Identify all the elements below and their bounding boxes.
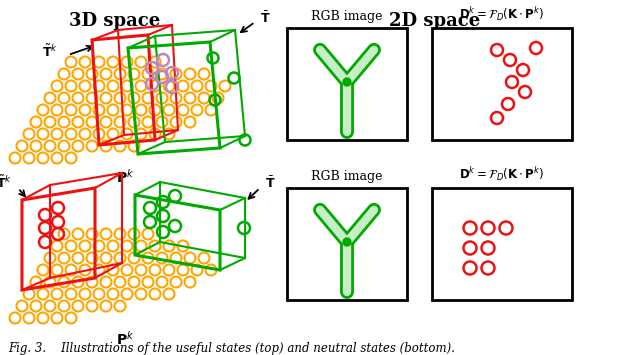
Bar (287, 188, 407, 300)
Bar (432, 28, 572, 140)
Text: $\tilde{\mathbf{T}}^k$: $\tilde{\mathbf{T}}^k$ (0, 175, 12, 191)
Circle shape (343, 78, 351, 86)
Text: RGB image: RGB image (311, 10, 383, 23)
Text: $\mathbf{D}^k=\mathcal{F}_D(\mathbf{K}\cdot\mathbf{P}^k)$: $\mathbf{D}^k=\mathcal{F}_D(\mathbf{K}\c… (460, 5, 545, 23)
Bar (287, 28, 407, 140)
Text: $\mathbf{P}^k$: $\mathbf{P}^k$ (116, 330, 134, 348)
Text: 3D space: 3D space (69, 12, 161, 30)
Text: $\tilde{\mathbf{T}}^k$: $\tilde{\mathbf{T}}^k$ (42, 44, 58, 60)
Text: $\mathbf{P}^k$: $\mathbf{P}^k$ (116, 168, 134, 186)
Text: Fig. 3.    Illustrations of the useful states (top) and neutral states (bottom).: Fig. 3. Illustrations of the useful stat… (8, 342, 455, 355)
Text: 2D space: 2D space (389, 12, 481, 30)
Text: $\bar{\mathbf{T}}$: $\bar{\mathbf{T}}$ (265, 175, 275, 191)
Text: $\mathbf{D}^k=\mathcal{F}_D(\mathbf{K}\cdot\mathbf{P}^k)$: $\mathbf{D}^k=\mathcal{F}_D(\mathbf{K}\c… (460, 165, 545, 183)
Text: RGB image: RGB image (311, 170, 383, 183)
Circle shape (343, 238, 351, 246)
Text: $\bar{\mathbf{T}}$: $\bar{\mathbf{T}}$ (260, 10, 271, 26)
Bar (432, 188, 572, 300)
